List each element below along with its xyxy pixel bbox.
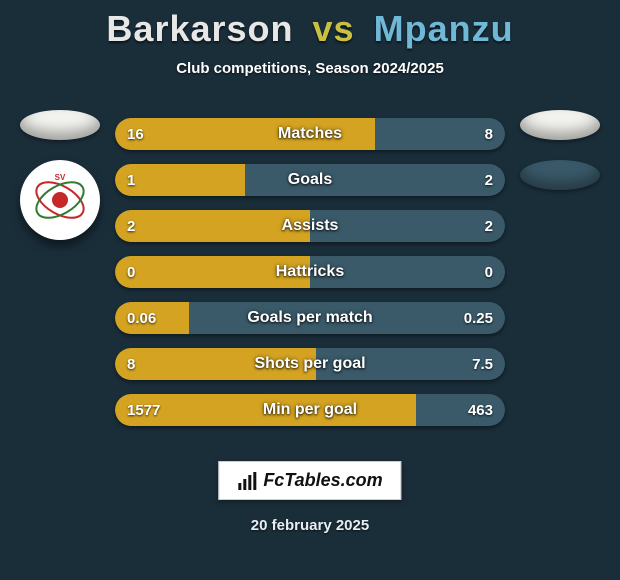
stat-row: 87.5Shots per goal [115, 348, 505, 380]
player1-name: Barkarson [106, 8, 293, 49]
stat-bar-left [115, 394, 416, 426]
stat-row: 22Assists [115, 210, 505, 242]
stat-bar-left [115, 348, 316, 380]
stat-bar-right [310, 256, 505, 288]
right-crest-column [510, 110, 610, 210]
stat-bar-right [375, 118, 505, 150]
stat-row: 00Hattricks [115, 256, 505, 288]
player2-name: Mpanzu [374, 8, 514, 49]
stat-bar-right [316, 348, 505, 380]
stat-bar-left [115, 256, 310, 288]
left-crest-column: SV [10, 110, 110, 240]
date-label: 20 february 2025 [0, 517, 620, 534]
stats-bars: 168Matches 12Goals 22Assists 00Hattricks 0.0… [115, 118, 505, 440]
stat-bar-right [416, 394, 505, 426]
stat-bar-right [245, 164, 505, 196]
svg-text:SV: SV [55, 173, 66, 182]
stat-row: 0.060.25Goals per match [115, 302, 505, 334]
stat-bar-right [189, 302, 505, 334]
title-vs: vs [313, 8, 355, 49]
branding-text: FcTables.com [263, 470, 382, 491]
player1-crest-small [20, 110, 100, 140]
stat-row: 1577463Min per goal [115, 394, 505, 426]
player1-club-badge: SV [20, 160, 100, 240]
page-title: Barkarson vs Mpanzu [0, 0, 620, 50]
subtitle: Club competitions, Season 2024/2025 [0, 60, 620, 77]
stat-bar-left [115, 302, 189, 334]
stat-bar-left [115, 164, 245, 196]
branding-badge: FcTables.com [218, 461, 401, 500]
comparison-card: Barkarson vs Mpanzu Club competitions, S… [0, 0, 620, 580]
bars-chart-icon [237, 471, 257, 491]
stat-bar-left [115, 210, 310, 242]
stat-row: 12Goals [115, 164, 505, 196]
player2-crest-small-1 [520, 110, 600, 140]
club-badge-icon: SV [30, 170, 90, 230]
stat-row: 168Matches [115, 118, 505, 150]
stat-bar-left [115, 118, 375, 150]
stat-bar-right [310, 210, 505, 242]
player2-crest-small-2 [520, 160, 600, 190]
